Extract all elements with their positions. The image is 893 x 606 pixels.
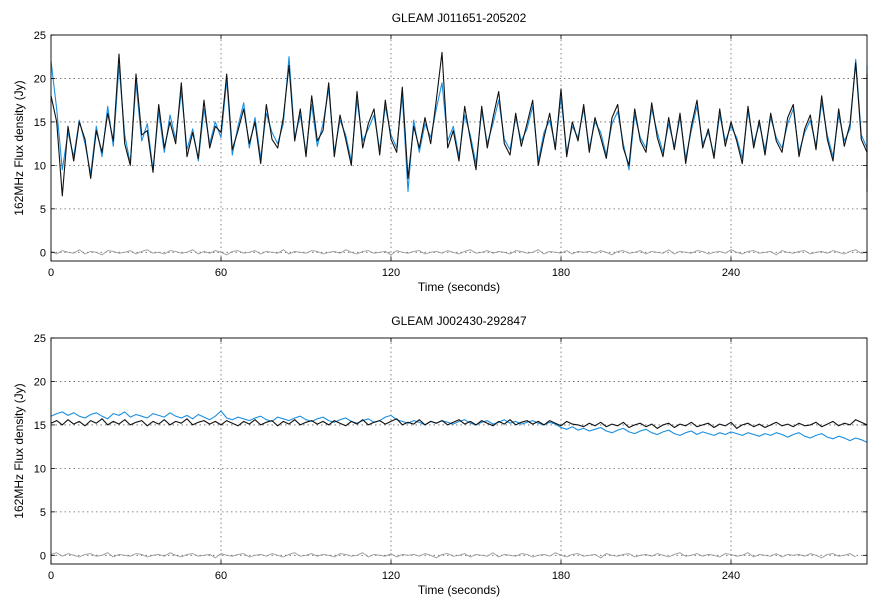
series-line-2: [50, 418, 868, 429]
y-tick-label: 25: [34, 30, 46, 42]
x-axis-label: Time (seconds): [418, 583, 500, 597]
x-tick-label: 180: [552, 570, 570, 582]
y-tick-label: 0: [40, 550, 46, 562]
y-tick-label: 5: [40, 204, 46, 216]
plot-frame: [50, 337, 868, 565]
chart-title: GLEAM J002430-292847: [391, 314, 527, 328]
y-tick-label: 25: [34, 333, 46, 345]
x-tick-label: 0: [48, 570, 54, 582]
x-tick-label: 120: [382, 570, 400, 582]
y-tick-label: 5: [40, 507, 46, 519]
y-tick-label: 0: [40, 247, 46, 259]
chart-panel-1: 0 60 120 180 240 0 5 10 15 20 25 GLEAM J011651-2052…: [12, 11, 868, 294]
x-axis-label: Time (seconds): [418, 280, 500, 294]
x-tick-label: 60: [215, 570, 227, 582]
chart-title: GLEAM J011651-205202: [392, 11, 527, 25]
y-axis-label: 162MHz Flux density (Jy): [12, 383, 26, 518]
x-tick-label: 240: [722, 267, 740, 279]
chart-panel-2: 0 60 120 180 240 0 5 10 15 20 25 GLEAM J002430-2928…: [12, 314, 868, 597]
series-line-2: [50, 51, 868, 197]
y-tick-label: 20: [34, 376, 46, 388]
y-tick-label: 15: [34, 117, 46, 129]
y-axis-label: 162MHz Flux density (Jy): [12, 80, 26, 215]
series-line-3: [50, 552, 856, 559]
x-tick-label: 0: [48, 267, 54, 279]
series-line-1: [50, 410, 868, 443]
plot-frame: [50, 34, 868, 262]
x-tick-label: 180: [552, 267, 570, 279]
x-tick-label: 120: [382, 267, 400, 279]
y-tick-label: 10: [34, 463, 46, 475]
x-tick-label: 60: [215, 267, 227, 279]
x-tick-label: 240: [722, 570, 740, 582]
y-tick-label: 15: [34, 420, 46, 432]
series-line-1: [50, 56, 868, 193]
y-tick-label: 20: [34, 73, 46, 85]
y-tick-label: 10: [34, 160, 46, 172]
